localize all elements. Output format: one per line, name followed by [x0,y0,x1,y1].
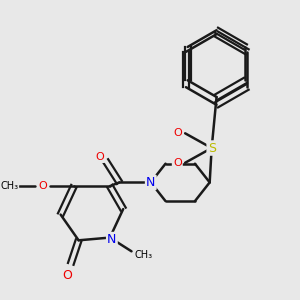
Text: O: O [173,158,182,168]
Text: CH₃: CH₃ [134,250,152,260]
Text: O: O [38,181,47,191]
Text: CH₃: CH₃ [0,181,18,191]
Text: O: O [173,128,182,138]
Text: O: O [62,269,72,282]
Text: N: N [146,176,155,189]
Text: O: O [95,152,104,162]
Text: N: N [107,233,117,246]
Text: S: S [208,142,216,154]
